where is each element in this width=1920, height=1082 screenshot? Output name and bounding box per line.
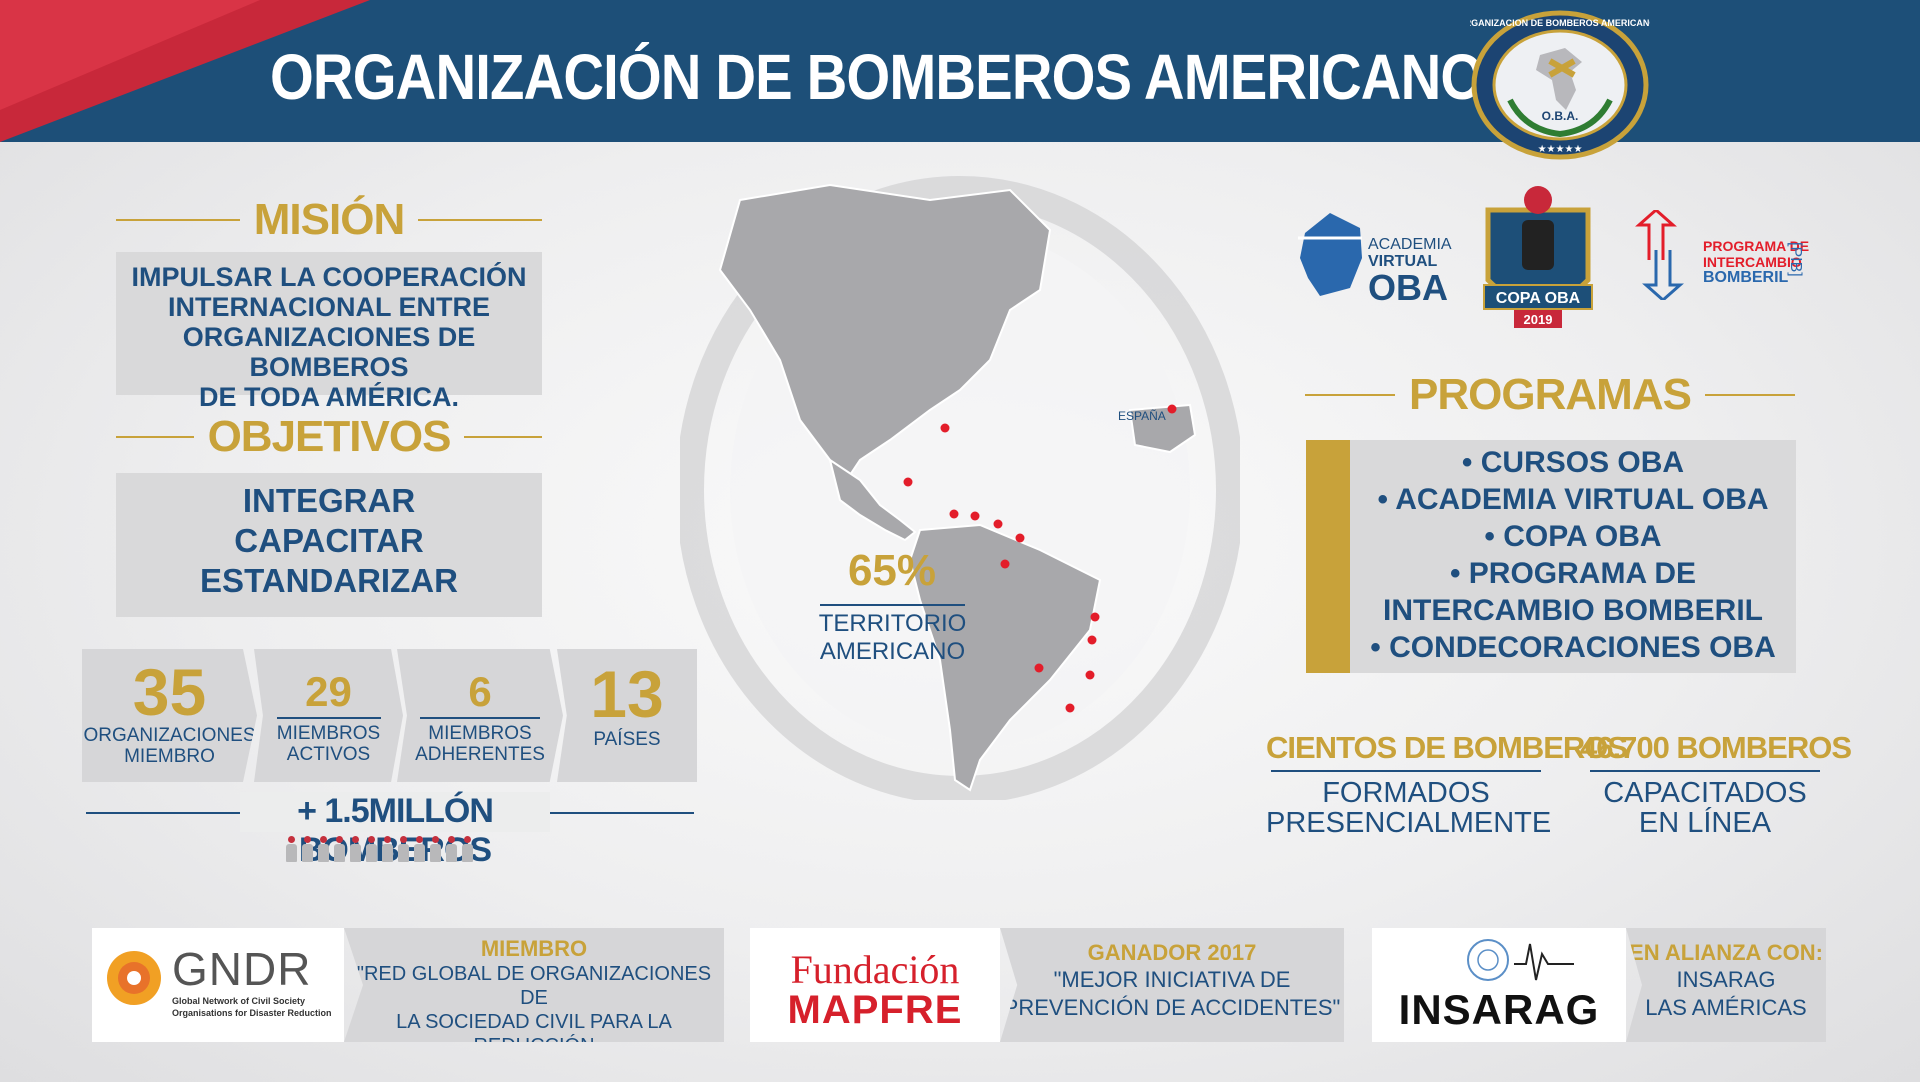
programas-list: • CURSOS OBA • ACADEMIA VIRTUAL OBA • CO… [1350,444,1796,666]
copa-oba-shield-logo: COPA OBA 2019 [1483,186,1593,328]
programas-accent-bar [1306,440,1350,673]
mapfre-logo-line1: Fundación [790,947,960,992]
programa-item: • COPA OBA [1484,520,1662,553]
person-icon [381,836,394,862]
mapfre-logo-box: Fundación MAPFRE [750,928,1000,1042]
person-icon [413,836,426,862]
objetivo-item: CAPACITAR [234,522,424,559]
training-online: 46.700 BOMBEROS CAPACITADOS EN LÍNEA [1580,730,1852,839]
person-icon [397,836,410,862]
emblem-ring-text: ORGANIZACION DE BOMBEROS AMERICANOS [1470,18,1650,28]
emblem-abbr: O.B.A. [1542,109,1579,123]
person-icon [317,836,330,862]
programa-item: • CONDECORACIONES OBA [1370,631,1776,664]
member-dot [1034,663,1044,673]
header-red-corner-highlight [0,0,260,110]
programa-item: • ACADEMIA VIRTUAL OBA [1377,483,1769,516]
person-icon [365,836,378,862]
academia-logo-text: ACADEMIA VIRTUAL OBA [1368,236,1452,308]
person-icon [445,836,458,862]
pib-arrows-icon [1635,210,1684,300]
mapfre-info-panel: GANADOR 2017 "MEJOR INICIATIVA DE PREVEN… [1000,928,1344,1042]
person-icon [349,836,362,862]
person-icon [301,836,314,862]
insarag-logo-text: INSARAG [1398,986,1600,1033]
gndr-info-panel: MIEMBRO "RED GLOBAL DE ORGANIZACIONES DE… [344,928,724,1042]
programa-item: INTERCAMBIO BOMBERIL [1383,594,1763,627]
member-dot [970,511,980,521]
stat-paises: 13 PAÍSES [557,649,697,782]
member-dot [1085,670,1095,680]
objetivos-heading: OBJETIVOS [116,412,542,462]
member-dot [903,477,913,487]
programas-heading: PROGRAMAS [1305,370,1795,420]
academia-head-icon [1298,213,1362,296]
pib-tag: [PIB] [1787,242,1804,277]
pib-logo-text: PROGRAMA DE INTERCAMBIO BOMBERIL [1703,238,1810,286]
member-dot [1167,404,1177,414]
person-icon [461,836,474,862]
member-dot [1087,635,1097,645]
insarag-un-emblem-icon [1467,939,1574,981]
member-dots [903,404,1177,713]
territory-percent: 65% [847,546,937,595]
programa-item: • PROGRAMA DE [1449,557,1697,590]
objetivos-panel: INTEGRAR CAPACITAR ESTANDARIZAR [116,473,542,617]
territory-divider [820,604,965,606]
mision-line: ORGANIZACIONES DE BOMBEROS [182,322,476,382]
mision-line: DE TODA AMÉRICA. [198,382,459,412]
stat-miembros-adherentes: 6 MIEMBROS ADHERENTES [397,649,563,782]
page-title: ORGANIZACIÓN DE BOMBEROS AMERICANOS [270,41,1521,113]
bomberos-total: + 1.5MILLÓN BOMBEROS [297,792,494,869]
gndr-logo-box: GNDR Global Network of Civil Society Org… [92,928,344,1042]
programa-item: • CURSOS OBA [1461,446,1685,479]
svg-text:★★★★★: ★★★★★ [1538,144,1583,155]
gndr-sub2: Organisations for Disaster Reduction [172,1008,332,1018]
mision-panel: IMPULSAR LA COOPERACIÓN INTERNACIONAL EN… [116,252,542,412]
stat-organizaciones: 35 ORGANIZACIONES MIEMBRO [82,649,257,782]
mision-line: INTERNACIONAL ENTRE [167,292,490,322]
objetivo-item: ESTANDARIZAR [200,562,458,599]
person-icon [285,836,298,862]
member-dot [949,509,959,519]
insarag-logo-box: INSARAG [1372,928,1626,1042]
person-icon [333,836,346,862]
copa-year: 2019 [1524,312,1553,327]
mision-line: IMPULSAR LA COOPERACIÓN [131,262,527,292]
objetivo-item: INTEGRAR [242,482,416,519]
member-dot [1015,533,1025,543]
insarag-info-panel: EN ALIANZA CON: INSARAG LAS AMÉRICAS [1626,928,1826,1042]
spain-label: ESPAÑA [1118,409,1166,423]
mision-heading: MISIÓN [116,195,543,245]
gndr-people-ring-icon [107,951,161,1005]
stat-miembros-activos: 29 MIEMBROS ACTIVOS [254,649,403,782]
americas-map: ESPAÑA [680,176,1240,800]
programas-panel [1306,440,1796,673]
gndr-logo-text: GNDR [172,943,312,995]
people-icons [285,836,474,862]
person-icon [429,836,442,862]
member-dot [1000,559,1010,569]
gndr-sub1: Global Network of Civil Society [172,996,306,1006]
training-presencial: CIENTOS DE BOMBEROS FORMADOS PRESENCIALM… [1266,730,1628,839]
oba-emblem-logo: O.B.A. ORGANIZACION DE BOMBEROS AMERICAN… [1470,10,1650,160]
member-dot [940,423,950,433]
member-dot [1090,612,1100,622]
territory-caption: TERRITORIO AMERICANO [818,610,967,665]
member-dot [993,519,1003,529]
copa-name: COPA OBA [1496,290,1581,307]
member-dot [1065,703,1075,713]
mapfre-logo-line2: MAPFRE [787,988,963,1032]
